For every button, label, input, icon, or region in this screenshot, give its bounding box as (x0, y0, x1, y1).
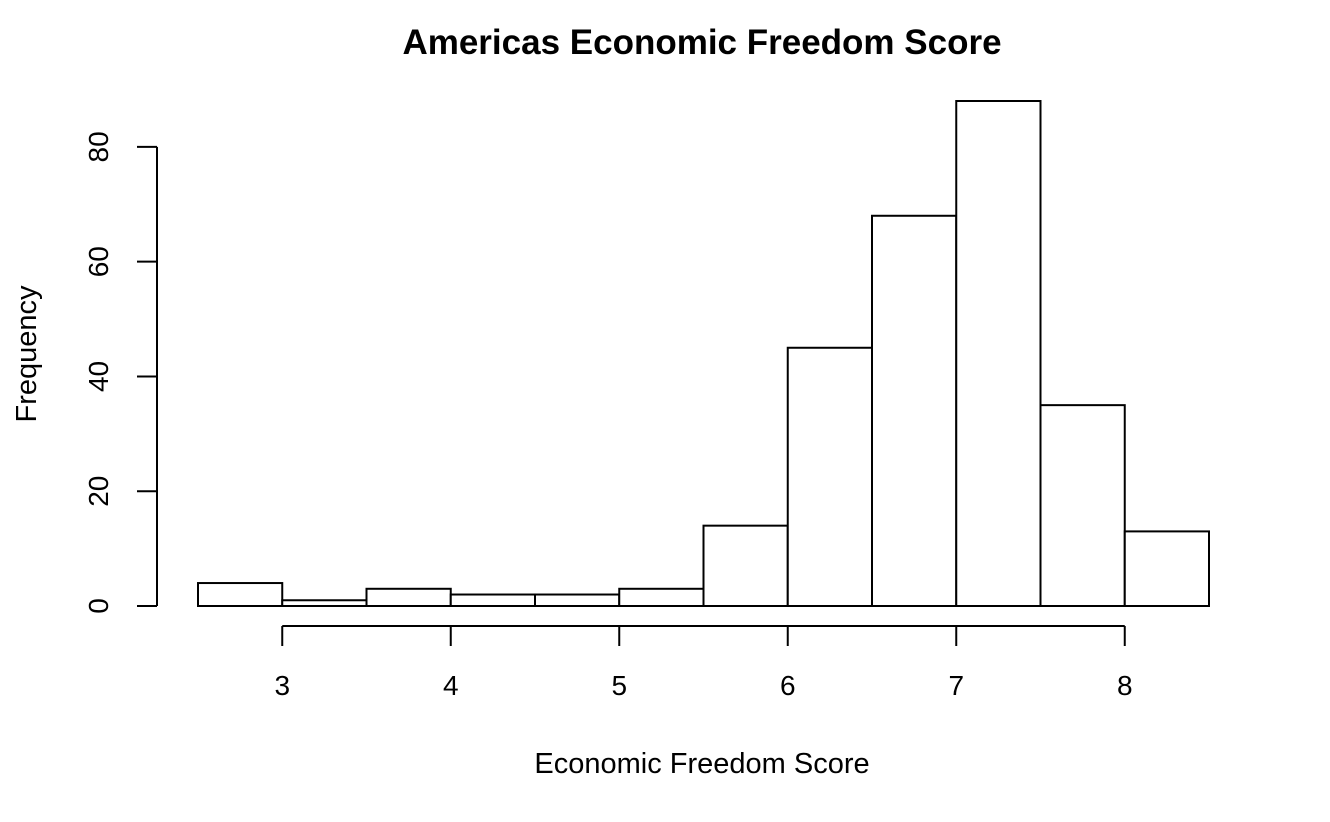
y-axis-label: Frequency (11, 285, 43, 423)
histogram-bar (955, 100, 1042, 607)
histogram-bar (1039, 404, 1126, 608)
histogram-bar (871, 214, 958, 607)
bars-group (197, 100, 1210, 608)
chart-title: Americas Economic Freedom Score (402, 23, 1001, 62)
y-tick-label: 60 (83, 246, 114, 277)
x-tick-label: 8 (1117, 670, 1133, 701)
x-tick-label: 4 (443, 670, 459, 701)
histogram-bar (534, 593, 621, 607)
histogram-bar (618, 587, 705, 608)
x-tick-label: 7 (948, 670, 964, 701)
histogram-bar (1123, 530, 1210, 607)
x-tick-label: 5 (611, 670, 627, 701)
histogram-bar (281, 599, 368, 607)
histogram-bar (786, 346, 873, 607)
y-axis: 0 20 40 60 80 (83, 131, 158, 614)
x-axis: 3 4 5 6 7 8 (274, 625, 1133, 701)
y-tick-label: 80 (83, 131, 114, 162)
x-tick-label: 3 (274, 670, 290, 701)
x-tick-label: 6 (780, 670, 796, 701)
y-tick-label: 40 (83, 361, 114, 392)
histogram-bar (449, 593, 536, 607)
y-tick-label: 0 (83, 598, 114, 614)
histogram-bar (702, 524, 789, 608)
y-tick-label: 20 (83, 476, 114, 507)
histogram-bar (197, 582, 284, 608)
histogram-bar (365, 587, 452, 608)
x-axis-label: Economic Freedom Score (534, 748, 869, 780)
